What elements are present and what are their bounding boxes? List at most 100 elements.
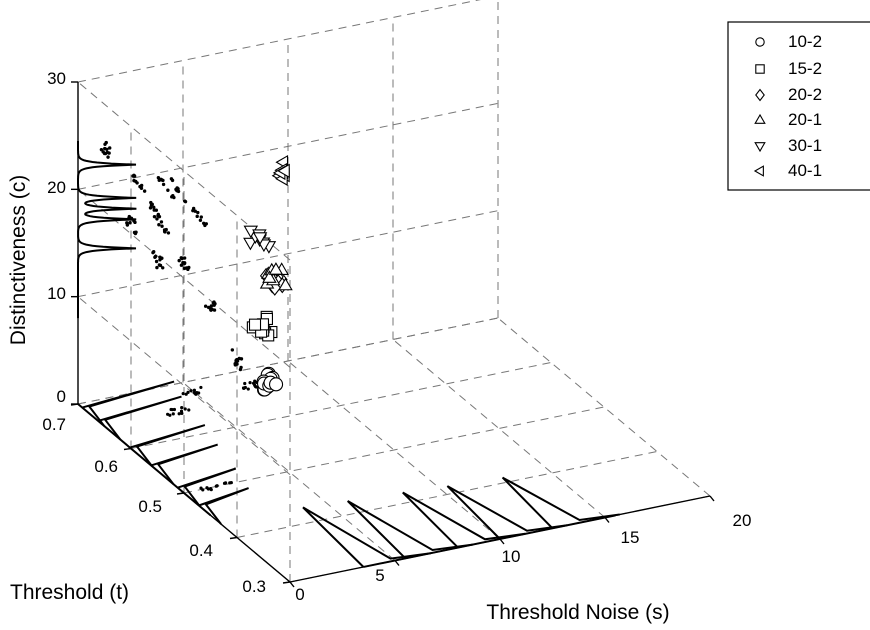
projection-dot [160,224,164,228]
grid-line [77,0,481,83]
projection-dot [158,263,163,268]
projection-dot [246,387,250,391]
grid-line [182,382,396,561]
projection-dot [157,214,162,219]
grid-line [183,406,605,494]
projection-dot [180,411,184,415]
projection-dot [195,214,199,219]
y-tick-label: 0.3 [242,577,266,596]
projection-dot [209,487,213,491]
data-point-triangle-down [243,237,258,251]
legend-label: 10-2 [788,32,822,51]
noise-marginal-curve [446,485,568,540]
projection-dot [171,412,175,416]
projection-dot [181,392,185,396]
projection-dot [171,194,175,198]
data-point-triangle-down [252,232,268,245]
projection-dot [179,263,184,267]
projection-dot [201,488,205,492]
threshold-marginal-curve [150,443,219,485]
projection-dot [157,223,161,227]
data-point-triangle-up [262,270,277,283]
y-tick-label: 0.6 [94,457,118,476]
projection-dot [180,406,184,410]
y-tick-label: 0.5 [138,497,162,516]
distinctiveness-marginal-curve [77,141,137,319]
grid-line [236,451,658,538]
projection-dot [155,265,159,270]
noise-marginal-curve [302,506,431,568]
grid-line [287,360,501,540]
legend-label: 20-2 [788,85,822,104]
grid-line [392,339,606,518]
projection-dot [160,256,164,260]
projection-dot [199,215,203,219]
x-tick-mark [289,581,295,588]
x-tick-label: 0 [295,585,304,604]
projection-dot [205,486,209,490]
threshold-marginal-baseline [77,403,212,517]
projection-dot [203,304,208,308]
projection-dot [180,256,184,261]
z-tick-label: 0 [57,387,66,406]
projection-dot [238,367,243,372]
projection-dot [125,223,130,227]
projection-dot [154,208,159,212]
projection-dot [104,140,108,145]
z-tick-label: 10 [47,284,66,303]
legend-label: 40-1 [788,161,822,180]
projection-dot [199,385,203,390]
projection-dot [161,182,166,187]
projection-dot [184,266,189,270]
projection-dot [148,206,153,210]
legend: 10-2 15-2 20-2 20-1 30-1 40-1 [727,21,870,191]
data-point-triangle-up [278,277,293,291]
tick-labels: 0 10 20 30 0.3 0.4 0.5 0.6 0.7 0 5 10 15… [42,69,751,604]
legend-marker-square [755,64,765,74]
projection-dot [211,301,215,305]
projection-dot [133,231,138,236]
projection-dot [151,250,155,255]
threshold-marginal-curve [81,380,175,427]
projection-dot [152,205,156,210]
data-point-triangle-up [268,262,284,275]
projection-dot [182,256,187,260]
projection-dot [172,407,177,412]
projection-dot [139,183,144,188]
projection-dot [154,259,159,264]
grid-line [77,210,499,298]
projection-dot [191,206,196,211]
y-tick-mark [229,536,238,540]
projection-dot [161,178,165,183]
projection-dot [184,392,188,396]
data-points [243,154,293,397]
projection-dot [234,358,239,362]
x-axis-title: Threshold Noise (s) [486,601,669,624]
projection-dot [230,348,235,352]
y-tick-label: 0.4 [189,541,213,560]
noise-marginal-curve [402,491,526,549]
legend-marker-triangle-up [754,113,766,124]
y-tick-mark [282,581,291,584]
legend-label: 30-1 [788,136,822,155]
projection-dot [106,155,110,159]
threshold-marginal-curve [97,395,182,441]
data-point-triangle-left [277,163,290,179]
projection-dot [142,189,147,193]
grid-line [130,362,552,449]
threshold-marginal-curve [198,487,249,525]
projection-dot [166,231,171,235]
projection-dot [253,385,258,389]
projection-dots [99,140,258,492]
projection-dot [223,481,228,485]
legend-markers [753,37,766,177]
projection-dot [192,388,196,392]
projection-dot [237,356,241,361]
projection-dot [187,408,191,412]
x-tick-mark [709,495,715,502]
projection-dot [139,186,144,190]
projection-dot [233,361,237,366]
projection-dot [108,146,112,150]
projection-dot [182,199,187,203]
